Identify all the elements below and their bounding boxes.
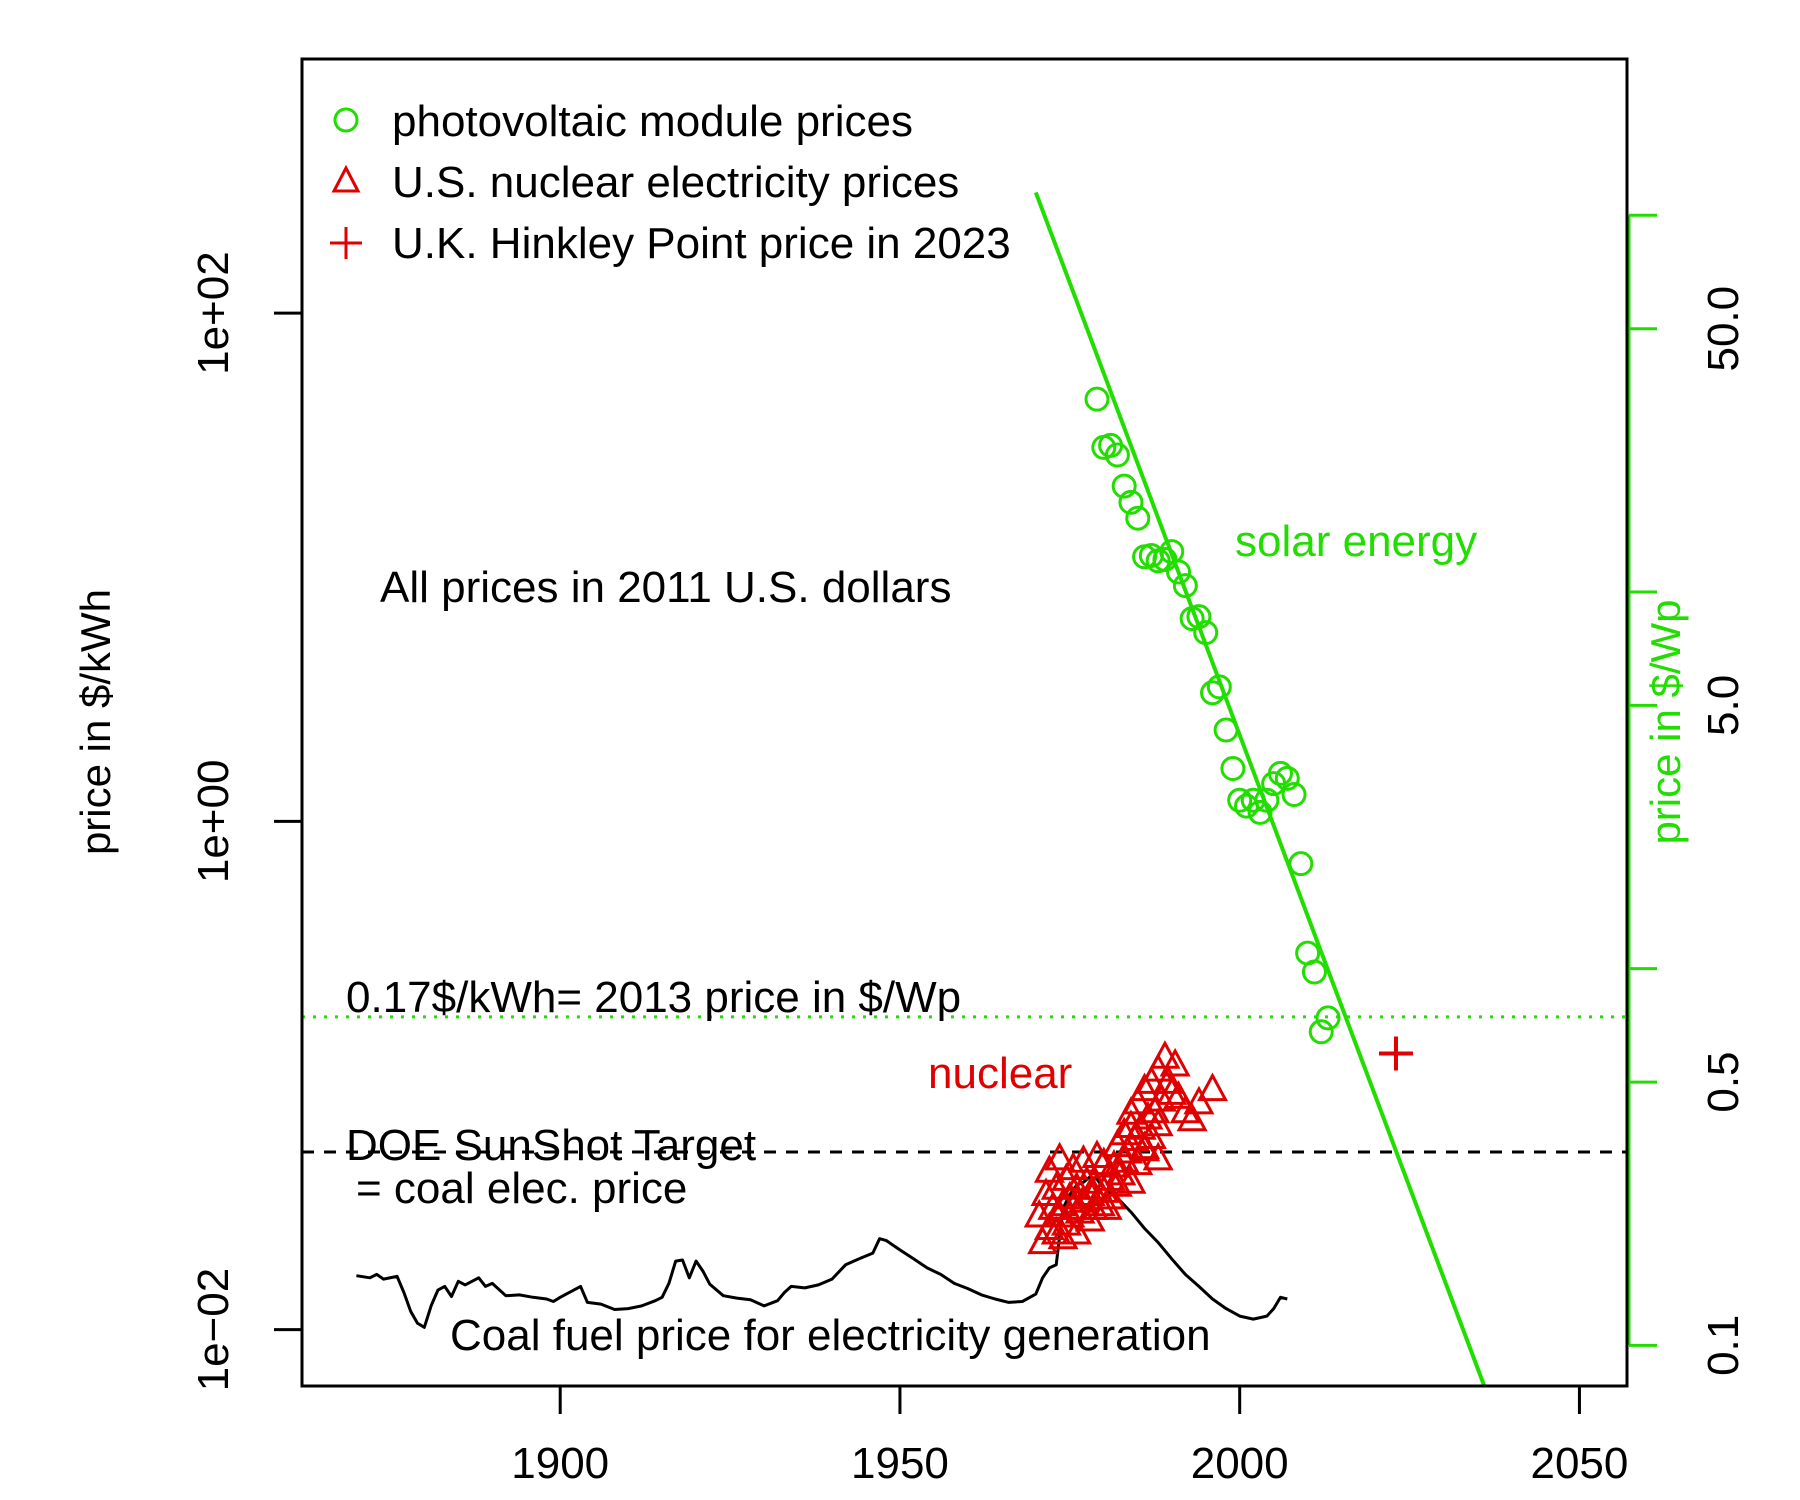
pv-price-point bbox=[1104, 442, 1130, 468]
pv-price-point bbox=[1118, 489, 1144, 515]
nuclear-price-point bbox=[1129, 1130, 1161, 1160]
y-tick-label: 1e+02 bbox=[189, 251, 238, 375]
nuclear-price-point bbox=[1176, 1102, 1208, 1132]
nuclear-price-point bbox=[1152, 1065, 1184, 1094]
hinkley-price-point bbox=[1378, 1036, 1413, 1071]
pv-price-point bbox=[1166, 559, 1192, 585]
nuclear-price-point bbox=[1142, 1107, 1174, 1137]
pv-price-point bbox=[1084, 386, 1110, 412]
legend-marker-circle bbox=[333, 107, 359, 133]
y2-tick-label: 0.5 bbox=[1699, 1051, 1748, 1112]
nuclear-price-point bbox=[1027, 1225, 1059, 1255]
x-tick-label: 1950 bbox=[851, 1439, 949, 1488]
nuclear-price-point bbox=[1047, 1220, 1079, 1250]
legend-marker-triangle bbox=[331, 164, 361, 193]
pv-price-point bbox=[1111, 473, 1137, 499]
series-points bbox=[1023, 386, 1413, 1255]
legend: photovoltaic module prices U.S. nuclear … bbox=[330, 97, 1011, 268]
nuclear-price-point bbox=[1146, 1082, 1178, 1112]
pv-price-point bbox=[1206, 674, 1232, 700]
pv-price-point bbox=[1267, 760, 1293, 786]
pv-price-point bbox=[1254, 787, 1280, 813]
pv-price-point bbox=[1125, 505, 1151, 531]
annotation-sunshot-1: DOE SunShot Target bbox=[346, 1121, 756, 1170]
annotation-ref-2013: 0.17$/kWh= 2013 price in $/Wp bbox=[346, 973, 961, 1022]
annotation-all-prices: All prices in 2011 U.S. dollars bbox=[380, 563, 951, 612]
pv-price-point bbox=[1315, 1005, 1341, 1031]
pv-price-point bbox=[1240, 787, 1266, 813]
y2-tick-label: 50.0 bbox=[1699, 286, 1748, 372]
x-tick-label: 2050 bbox=[1530, 1439, 1628, 1488]
annotation-coal-fuel: Coal fuel price for electricity generati… bbox=[450, 1311, 1211, 1360]
annotation-sunshot-2: = coal elec. price bbox=[356, 1164, 687, 1213]
pv-price-point bbox=[1186, 604, 1212, 630]
nuclear-price-point bbox=[1040, 1215, 1072, 1245]
pv-price-point bbox=[1227, 787, 1253, 813]
nuclear-price-point bbox=[1129, 1072, 1161, 1102]
pv-price-point bbox=[1281, 781, 1307, 807]
nuclear-price-point bbox=[1142, 1141, 1174, 1171]
axes: 1900 1950 2000 2050 1e−02 1e+00 1e+02 0.1 0.5 5.0… bbox=[189, 213, 1748, 1488]
nuclear-price-point bbox=[1115, 1109, 1147, 1138]
plot-frame bbox=[300, 57, 1629, 1388]
pv-price-point bbox=[1200, 680, 1226, 706]
nuclear-price-point bbox=[1122, 1146, 1154, 1176]
pv-trend-line bbox=[1033, 191, 1487, 1387]
nuclear-price-point bbox=[1023, 1198, 1055, 1228]
nuclear-price-point bbox=[1067, 1144, 1099, 1173]
pv-price-point bbox=[1152, 546, 1178, 572]
reference-lines bbox=[302, 1015, 1627, 1154]
pv-price-point bbox=[1233, 793, 1259, 819]
y2-axis-title: price in $/Wp bbox=[1642, 599, 1689, 844]
pv-price-point bbox=[1288, 851, 1314, 877]
nuclear-price-point bbox=[1196, 1072, 1229, 1102]
legend-label-pv: photovoltaic module prices bbox=[392, 97, 913, 146]
pv-price-point bbox=[1301, 959, 1327, 985]
pv-price-point bbox=[1172, 573, 1198, 599]
y2-tick-label: 5.0 bbox=[1699, 675, 1748, 736]
nuclear-price-point bbox=[1088, 1146, 1120, 1176]
legend-label-hinkley: U.K. Hinkley Point price in 2023 bbox=[392, 219, 1011, 268]
nuclear-price-point bbox=[1115, 1165, 1147, 1194]
x-tick-label: 2000 bbox=[1191, 1439, 1289, 1488]
x-tick-label: 1900 bbox=[511, 1439, 609, 1488]
annotation-nuclear: nuclear bbox=[928, 1049, 1072, 1098]
pv-price-point bbox=[1213, 717, 1239, 743]
pv-price-point bbox=[1193, 620, 1219, 646]
y-tick-label: 1e−02 bbox=[189, 1268, 238, 1392]
nuclear-price-point bbox=[1156, 1076, 1188, 1105]
pv-price-point bbox=[1220, 755, 1246, 781]
y2-tick-label: 0.1 bbox=[1699, 1315, 1748, 1376]
y-axis-title: price in $/kWh bbox=[72, 589, 119, 855]
nuclear-price-point bbox=[1159, 1047, 1191, 1077]
annotation-solar-energy: solar energy bbox=[1235, 517, 1477, 566]
pv-price-point bbox=[1308, 1019, 1334, 1045]
nuclear-price-point bbox=[1169, 1094, 1201, 1124]
legend-label-nuclear: U.S. nuclear electricity prices bbox=[392, 158, 959, 207]
nuclear-price-point bbox=[1057, 1191, 1089, 1220]
legend-marker-plus bbox=[330, 227, 362, 259]
nuclear-price-point bbox=[1040, 1171, 1072, 1200]
y-tick-label: 1e+00 bbox=[189, 760, 238, 884]
pv-price-point bbox=[1274, 765, 1300, 791]
nuclear-price-point bbox=[1044, 1141, 1076, 1171]
pv-price-point bbox=[1247, 799, 1273, 825]
